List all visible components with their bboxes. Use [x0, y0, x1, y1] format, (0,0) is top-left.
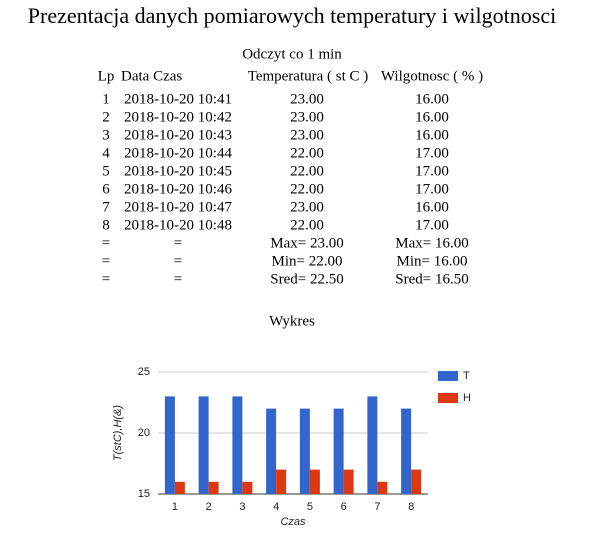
table-cell: 23.00: [290, 127, 324, 143]
table-cell: 17.00: [415, 217, 449, 233]
bar: [367, 396, 378, 494]
bar: [198, 396, 209, 494]
legend-label: T: [463, 370, 470, 382]
bar: [242, 481, 253, 494]
bar: [343, 469, 354, 494]
bar: [276, 469, 287, 494]
table-cell: 23.00: [290, 109, 324, 125]
table-header-cell: Data Czas: [121, 68, 182, 84]
bar: [299, 408, 310, 494]
table-cell: 17.00: [415, 163, 449, 179]
table-cell: 16.00: [415, 91, 449, 107]
table-cell: 16.00: [415, 199, 449, 215]
table-cell: Min= 22.00: [272, 253, 343, 269]
table-cell: Max= 23.00: [270, 235, 343, 251]
table-cell: 17.00: [415, 145, 449, 161]
table-cell: 2018-10-20 10:47: [124, 199, 232, 215]
table-cell: 2018-10-20 10:46: [124, 181, 232, 197]
legend-label: H: [463, 392, 471, 404]
x-tick-label: 1: [172, 501, 178, 513]
table-cell: 3: [102, 127, 110, 143]
table-cell: 16.00: [415, 127, 449, 143]
table-cell: =: [174, 235, 182, 251]
x-tick-label: 8: [408, 501, 414, 513]
legend-swatch: [438, 371, 458, 381]
y-axis-label: T(stC),H(&): [112, 405, 124, 462]
bar: [377, 481, 388, 494]
table-header-cell: Temperatura ( st C ): [248, 68, 369, 84]
table-cell: 22.00: [290, 163, 324, 179]
bar: [208, 481, 219, 494]
bar: [401, 408, 412, 494]
table-caption: Odczyt co 1 min: [242, 46, 342, 62]
bar: [266, 408, 277, 494]
table-cell: Min= 16.00: [397, 253, 468, 269]
table-cell: 1: [102, 91, 110, 107]
table-cell: 4: [102, 145, 110, 161]
table-cell: =: [102, 235, 110, 251]
bar: [164, 396, 175, 494]
x-axis-label: Czas: [280, 516, 306, 528]
table-cell: 2018-10-20 10:44: [124, 145, 232, 161]
table-header-cell: Wilgotnosc ( % ): [381, 68, 483, 84]
x-tick-label: 3: [239, 501, 245, 513]
table-cell: 8: [102, 217, 110, 233]
table-header-cell: Lp: [98, 68, 115, 84]
bar: [174, 481, 185, 494]
table-cell: 2018-10-20 10:42: [124, 109, 232, 125]
table-cell: =: [174, 253, 182, 269]
y-tick-label: 25: [138, 366, 150, 378]
bar: [333, 408, 344, 494]
bar: [309, 469, 320, 494]
x-tick-label: 7: [374, 501, 380, 513]
table-cell: =: [102, 253, 110, 269]
table-cell: 2018-10-20 10:48: [124, 217, 232, 233]
table-cell: 16.00: [415, 109, 449, 125]
table-cell: 22.00: [290, 217, 324, 233]
table-cell: 2018-10-20 10:45: [124, 163, 232, 179]
y-tick-label: 20: [138, 427, 150, 439]
y-tick-label: 15: [138, 488, 150, 500]
table-cell: 2018-10-20 10:41: [124, 91, 232, 107]
table-cell: Max= 16.00: [395, 235, 468, 251]
bar: [232, 396, 243, 494]
x-tick-label: 4: [273, 501, 279, 513]
table-cell: =: [174, 271, 182, 287]
table-cell: 5: [102, 163, 110, 179]
legend-swatch: [438, 393, 458, 403]
chart-heading: Wykres: [269, 313, 315, 329]
x-tick-label: 6: [341, 501, 347, 513]
table-cell: 17.00: [415, 181, 449, 197]
table-cell: 23.00: [290, 91, 324, 107]
page-title: Prezentacja danych pomiarowych temperatu…: [28, 3, 556, 28]
table-cell: 23.00: [290, 199, 324, 215]
table-cell: 7: [102, 199, 110, 215]
x-tick-label: 2: [206, 501, 212, 513]
table-cell: 2: [102, 109, 110, 125]
table-cell: Sred= 22.50: [270, 271, 343, 287]
x-tick-label: 5: [307, 501, 313, 513]
table-cell: 2018-10-20 10:43: [124, 127, 232, 143]
bar: [411, 469, 422, 494]
table-cell: 6: [102, 181, 110, 197]
table-cell: 22.00: [290, 181, 324, 197]
table-cell: =: [102, 271, 110, 287]
table-cell: 22.00: [290, 145, 324, 161]
table-cell: Sred= 16.50: [395, 271, 468, 287]
